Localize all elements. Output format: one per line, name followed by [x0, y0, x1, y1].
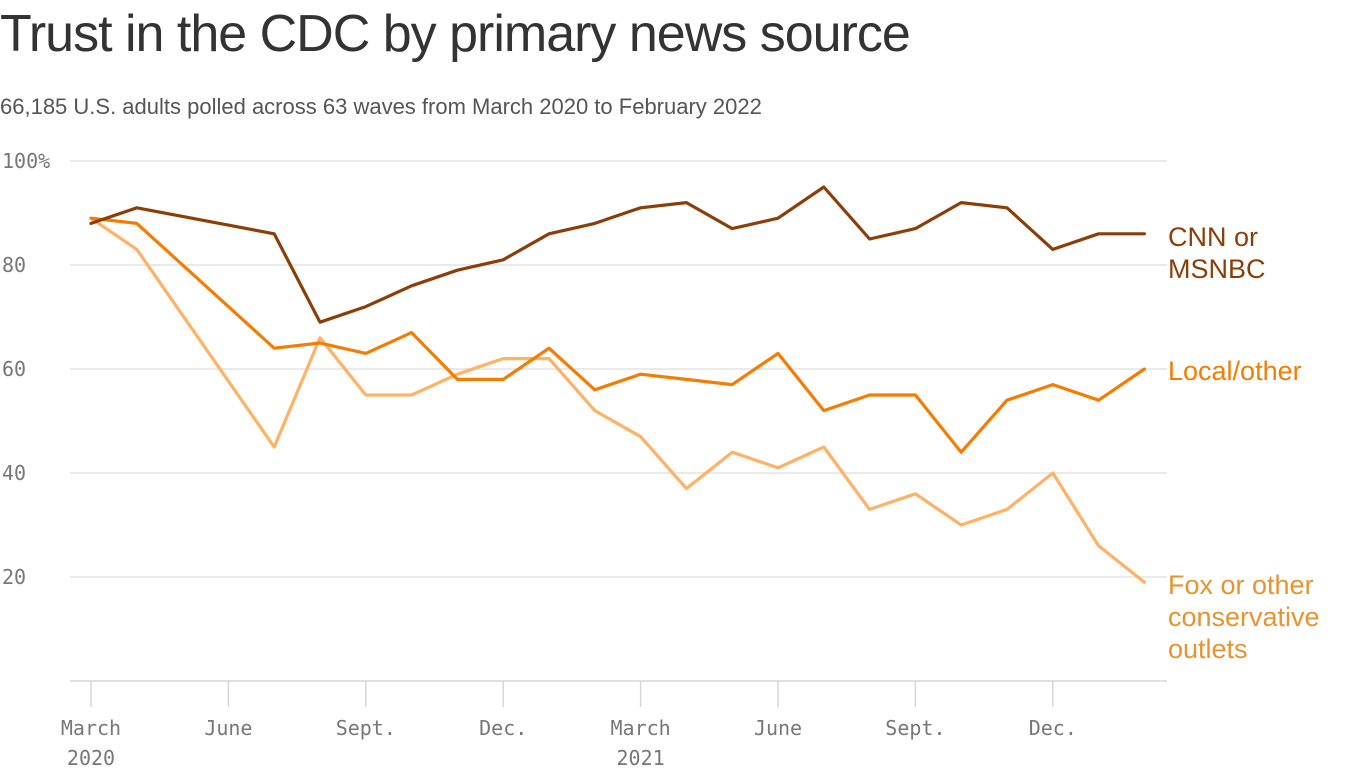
series-label: conservative — [1168, 602, 1320, 632]
x-tick-label: March — [610, 716, 670, 740]
series-label: Local/other — [1168, 356, 1302, 386]
series-label: outlets — [1168, 634, 1248, 664]
x-tick-label: March — [61, 716, 121, 740]
x-tick-label: June — [204, 716, 252, 740]
series-line-cnn-or-msnbc — [89, 185, 1147, 324]
y-tick-label: 100% — [2, 149, 50, 173]
chart-title: Trust in the CDC by primary news source — [0, 5, 911, 63]
x-tick-label: Dec. — [479, 716, 527, 740]
gridlines — [70, 160, 1167, 578]
y-tick-label: 40 — [2, 461, 26, 485]
x-tick-year-label: 2020 — [67, 746, 115, 768]
x-tick-label: Sept. — [336, 716, 396, 740]
x-tick-year-label: 2021 — [617, 746, 665, 768]
series-label: Fox or other — [1168, 570, 1314, 600]
series-line-local-other — [89, 216, 1147, 454]
x-tick-label: Sept. — [885, 716, 945, 740]
chart-subtitle: 66,185 U.S. adults polled across 63 wave… — [0, 94, 762, 119]
x-axis: March 2020 June Sept. Dec. March 2021 June Sept.… — [61, 680, 1167, 768]
series-lines — [89, 185, 1147, 584]
series-label: CNN or — [1168, 222, 1258, 252]
series-line-fox-or-other-conservative-outlets — [89, 216, 1147, 584]
x-tick-label: June — [754, 716, 802, 740]
y-tick-label: 80 — [2, 253, 26, 277]
series-label: MSNBC — [1168, 254, 1266, 284]
x-tick-label: Dec. — [1029, 716, 1077, 740]
y-tick-label: 20 — [2, 565, 26, 589]
y-axis: 100% 80 60 40 20 — [2, 149, 50, 589]
y-tick-label: 60 — [2, 357, 26, 381]
